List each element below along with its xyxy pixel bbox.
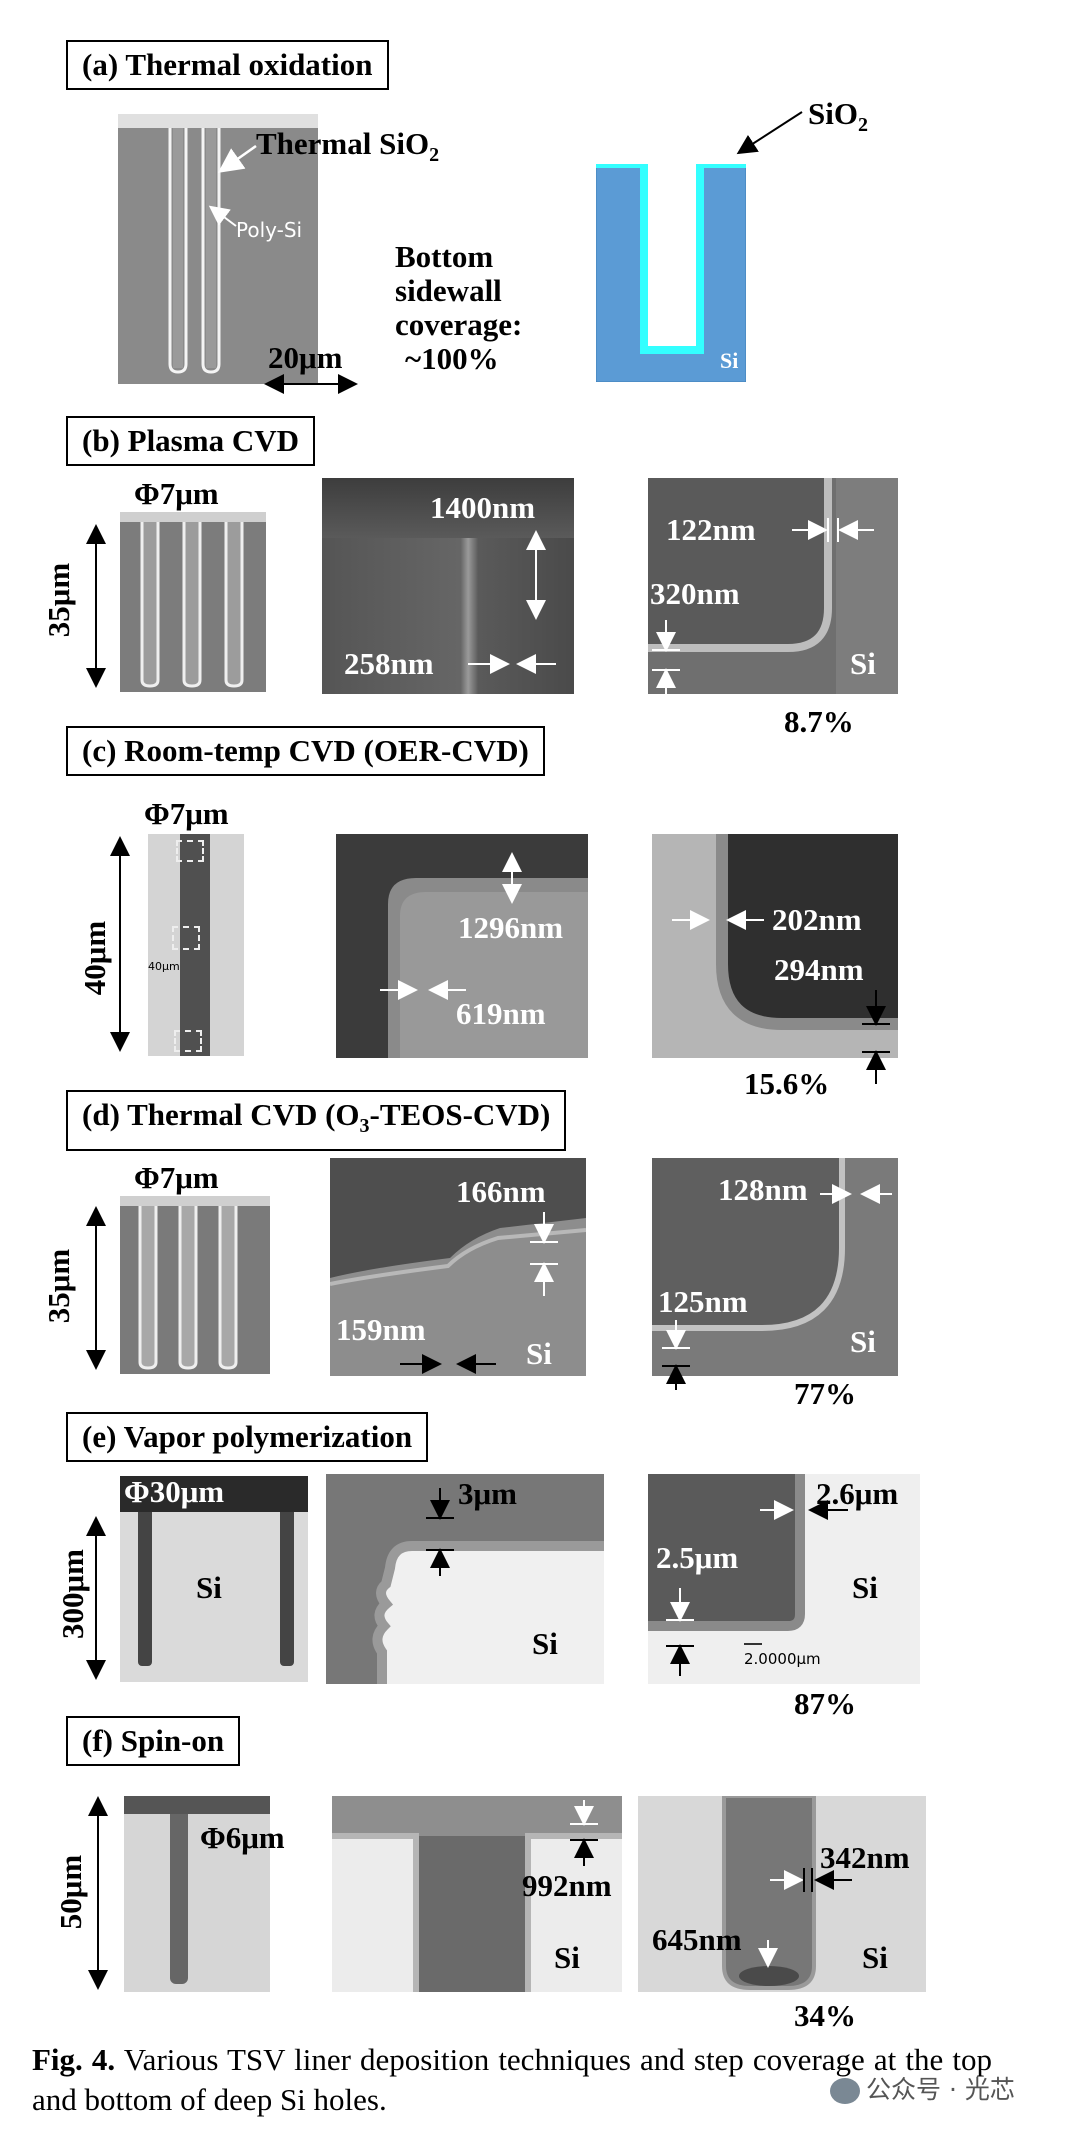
- scalebar-e: 2.0000μm: [744, 1650, 821, 1668]
- top-side-b: 258nm: [344, 646, 434, 681]
- scale-label-a: 20μm: [268, 340, 343, 375]
- sem-image-e1: [120, 1476, 308, 1682]
- si-left-e: Si: [196, 1570, 222, 1605]
- bottom-side-e: 2.6μm: [816, 1476, 899, 1511]
- sem-image-d1: [120, 1196, 270, 1374]
- sem-image-c3: [652, 834, 898, 1058]
- coverage-text-a: Bottom sidewall coverage: ~100%: [395, 239, 523, 376]
- watermark-text: 公众号 · 光芯: [866, 2075, 1015, 2104]
- si-label-b: Si: [850, 646, 876, 681]
- schematic-a: [595, 160, 747, 383]
- bottom-thick-b: 320nm: [650, 576, 740, 611]
- top-side-d: 159nm: [336, 1312, 426, 1347]
- coverage-d: 77%: [794, 1376, 856, 1411]
- top-thick-f: 992nm: [522, 1868, 612, 1903]
- coverage-b: 8.7%: [784, 704, 854, 739]
- bottom-thick-f: 645nm: [652, 1922, 742, 1957]
- section-d-title: (d) Thermal CVD (O3-TEOS-CVD): [66, 1090, 567, 1152]
- section-f-title: (f) Spin-on: [66, 1716, 241, 1766]
- coverage-f: 34%: [794, 1998, 856, 2033]
- wechat-icon: [830, 2078, 860, 2104]
- bottom-side-b: 122nm: [666, 512, 756, 547]
- coverage-e: 87%: [794, 1686, 856, 1721]
- sem-image-f1: [124, 1796, 270, 1992]
- bottom-side-d: 128nm: [718, 1172, 808, 1207]
- caption-label: Fig. 4.: [32, 2042, 116, 2077]
- section-c-title: (c) Room-temp CVD (OER-CVD): [66, 726, 545, 776]
- sem-image-f3: [638, 1796, 926, 1992]
- section-a-title: (a) Thermal oxidation: [66, 40, 389, 90]
- sem-image-b1: [120, 512, 266, 692]
- sem-image-b3: [648, 478, 898, 694]
- sem-image-e2: [326, 1474, 604, 1684]
- diameter-label-c: Φ7μm: [144, 796, 229, 831]
- top-thick-d: 166nm: [456, 1174, 546, 1209]
- caption-text: Various TSV liner deposition techniques …: [32, 2042, 992, 2117]
- si-right-e: Si: [852, 1570, 878, 1605]
- si-mid-e: Si: [532, 1626, 558, 1661]
- diameter-label-b: Φ7μm: [134, 476, 219, 511]
- sem-image-f2: [332, 1796, 622, 1992]
- sem-image-d3: [652, 1158, 898, 1376]
- bottom-thick-d: 125nm: [658, 1284, 748, 1319]
- figure-caption: Fig. 4. Various TSV liner deposition tec…: [32, 2040, 992, 2120]
- schematic-si-label: Si: [720, 348, 739, 373]
- top-thick-b: 1400nm: [430, 490, 536, 525]
- diameter-label-f: Φ6μm: [200, 1820, 285, 1855]
- si-mid-f: Si: [554, 1940, 580, 1975]
- coverage-c: 15.6%: [744, 1066, 830, 1101]
- diameter-label-e: Φ30μm: [124, 1474, 225, 1509]
- bottom-side-c: 202nm: [772, 902, 862, 937]
- schematic-sio2-label: SiO2: [808, 96, 868, 137]
- top-thick-c: 1296nm: [458, 910, 564, 945]
- bottom-thick-c: 294nm: [774, 952, 864, 987]
- si-mid-d: Si: [526, 1336, 552, 1371]
- watermark: 公众号 · 光芯: [830, 2070, 1015, 2106]
- label-thermal-sio2: Thermal SiO2: [256, 126, 440, 167]
- bottom-side-f: 342nm: [820, 1840, 910, 1875]
- inner-depth-c: 40μm: [148, 960, 180, 973]
- top-thick-e: 3μm: [458, 1476, 517, 1511]
- si-right-d: Si: [850, 1324, 876, 1359]
- section-b-title: (b) Plasma CVD: [66, 416, 315, 466]
- section-e-title: (e) Vapor polymerization: [66, 1412, 429, 1462]
- sem-image-c2: [336, 834, 588, 1058]
- diameter-label-d: Φ7μm: [134, 1160, 219, 1195]
- sem-image-c1: [148, 834, 244, 1056]
- top-side-c: 619nm: [456, 996, 546, 1031]
- bottom-thick-e: 2.5μm: [656, 1540, 739, 1575]
- si-right-f: Si: [862, 1940, 888, 1975]
- label-polysi: Poly-Si: [236, 218, 303, 242]
